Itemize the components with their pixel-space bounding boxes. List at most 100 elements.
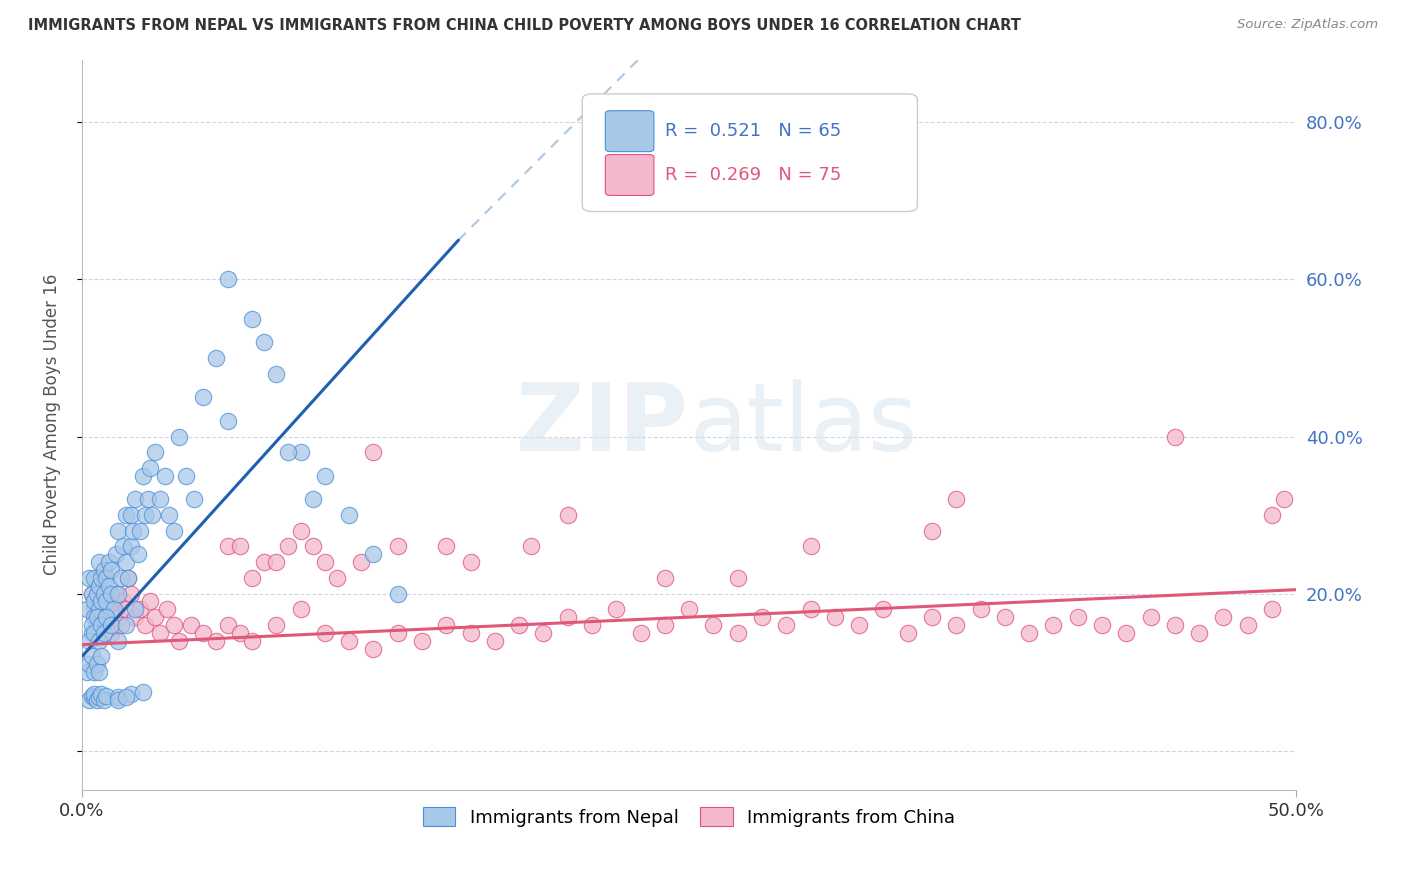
Point (654, 571, 676, 585)
Point (87, 633, 110, 648)
Point (149, 492, 172, 507)
Point (77, 692, 100, 706)
Point (110, 571, 132, 585)
Point (434, 618, 457, 632)
Point (83, 610, 105, 624)
Point (96, 610, 118, 624)
Point (183, 492, 205, 507)
Point (751, 610, 773, 624)
Point (107, 692, 129, 706)
Point (240, 633, 263, 648)
Point (110, 618, 132, 632)
Point (86, 571, 108, 585)
Point (134, 618, 156, 632)
Point (80, 618, 103, 632)
Point (117, 571, 139, 585)
Point (217, 618, 239, 632)
Point (124, 492, 146, 507)
Point (100, 586, 122, 600)
Point (363, 641, 385, 656)
Point (122, 524, 145, 538)
Point (163, 618, 186, 632)
Point (460, 555, 482, 569)
Point (112, 540, 135, 554)
Point (114, 602, 136, 616)
Point (557, 508, 579, 522)
Point (508, 618, 530, 632)
Point (96, 610, 118, 624)
Point (83, 690, 105, 705)
Point (264, 618, 287, 632)
Point (77, 633, 100, 648)
Point (114, 555, 136, 569)
Point (253, 335, 276, 350)
Point (264, 555, 287, 569)
Point (193, 625, 215, 640)
Point (83, 571, 105, 585)
Point (314, 555, 336, 569)
Point (93, 563, 115, 577)
Text: IMMIGRANTS FROM NEPAL VS IMMIGRANTS FROM CHINA CHILD POVERTY AMONG BOYS UNDER 16: IMMIGRANTS FROM NEPAL VS IMMIGRANTS FROM… (28, 18, 1021, 33)
Point (112, 594, 135, 608)
Point (848, 618, 870, 632)
Point (217, 272, 239, 286)
Point (1042, 618, 1064, 632)
Point (104, 547, 127, 561)
Point (80, 649, 103, 664)
Point (134, 508, 156, 522)
Point (87, 665, 110, 680)
Point (1261, 602, 1284, 616)
Point (127, 547, 149, 561)
Point (264, 367, 287, 381)
Point (1272, 492, 1295, 507)
Point (129, 524, 152, 538)
Point (678, 602, 700, 616)
Point (76, 602, 98, 616)
Point (1139, 610, 1161, 624)
Point (253, 555, 276, 569)
Point (114, 690, 136, 705)
Point (77, 657, 100, 672)
Point (240, 311, 263, 326)
Point (277, 540, 299, 554)
Point (434, 540, 457, 554)
Point (86, 610, 108, 624)
Point (157, 508, 180, 522)
Text: R =  0.269   N = 75: R = 0.269 N = 75 (665, 166, 841, 184)
Point (107, 633, 129, 648)
Point (96, 571, 118, 585)
Point (520, 540, 543, 554)
Point (460, 625, 482, 640)
Point (301, 492, 323, 507)
Point (141, 508, 163, 522)
Point (87, 690, 110, 705)
Point (83, 625, 105, 640)
Point (824, 610, 846, 624)
Point (103, 602, 125, 616)
Point (727, 625, 749, 640)
Point (921, 610, 943, 624)
Point (107, 524, 129, 538)
Point (799, 602, 821, 616)
Text: atlas: atlas (689, 379, 917, 471)
Point (90, 618, 112, 632)
Point (605, 602, 627, 616)
Point (163, 524, 186, 538)
Point (100, 625, 122, 640)
Point (100, 618, 122, 632)
Point (90, 602, 112, 616)
Point (1115, 625, 1137, 640)
Y-axis label: Child Poverty Among Boys Under 16: Child Poverty Among Boys Under 16 (44, 274, 60, 575)
Point (630, 625, 652, 640)
Point (124, 610, 146, 624)
Point (176, 468, 198, 483)
Point (994, 610, 1017, 624)
Point (290, 445, 312, 459)
Point (96, 594, 118, 608)
Point (337, 508, 360, 522)
FancyBboxPatch shape (606, 154, 654, 195)
Point (326, 571, 349, 585)
Point (1018, 625, 1040, 640)
Point (139, 594, 162, 608)
Point (107, 690, 129, 705)
